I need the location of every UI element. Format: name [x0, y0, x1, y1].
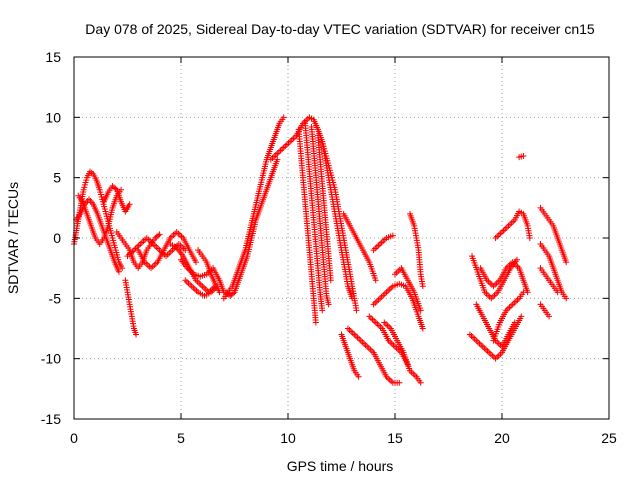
- data-point: [319, 307, 326, 314]
- y-axis-label: SDTVAR / TECUs: [5, 182, 21, 294]
- data-point: [327, 277, 334, 284]
- data-point: [312, 319, 319, 326]
- data-point: [353, 307, 360, 314]
- x-tick-label: 20: [494, 430, 510, 446]
- data-point: [511, 319, 518, 326]
- data-point: [355, 373, 362, 380]
- data-point: [520, 289, 527, 296]
- data-point: [115, 268, 122, 275]
- y-tick-label: 0: [53, 230, 61, 246]
- data-point: [520, 152, 527, 159]
- data-point: [417, 307, 424, 314]
- x-tick-label: 15: [387, 430, 403, 446]
- data-points: [71, 114, 570, 386]
- data-point: [417, 379, 424, 386]
- data-point: [155, 232, 162, 239]
- data-point: [396, 379, 403, 386]
- data-point: [126, 201, 133, 208]
- data-point: [563, 295, 570, 302]
- y-tick-label: 5: [53, 170, 61, 186]
- x-tick-label: 5: [177, 430, 185, 446]
- x-tick-label: 0: [70, 430, 78, 446]
- data-point: [112, 185, 119, 192]
- data-point: [518, 313, 525, 320]
- y-tick-label: 10: [45, 109, 61, 125]
- y-tick-label: -15: [41, 411, 61, 427]
- data-point: [563, 259, 570, 266]
- x-tick-label: 25: [601, 430, 617, 446]
- y-tick-label: -5: [49, 290, 62, 306]
- data-point: [216, 289, 223, 296]
- data-point: [513, 256, 520, 263]
- x-axis-label: GPS time / hours: [287, 458, 394, 474]
- data-point: [389, 232, 396, 239]
- data-point: [230, 290, 237, 297]
- data-point: [325, 301, 332, 308]
- axis-ticks: [73, 56, 610, 420]
- data-point: [372, 277, 379, 284]
- data-point: [274, 156, 281, 163]
- data-point: [419, 283, 426, 290]
- data-point: [419, 325, 426, 332]
- y-tick-label: 15: [45, 49, 61, 65]
- axis-tick-labels: 0 5 10 15 20 25 -15 -10 -5 0 5 10 15: [41, 49, 617, 446]
- x-tick-label: 10: [280, 430, 296, 446]
- data-point: [546, 313, 553, 320]
- data-point: [526, 235, 533, 241]
- y-tick-label: -10: [41, 351, 61, 367]
- data-point: [280, 114, 287, 121]
- data-point: [156, 231, 163, 238]
- data-point: [554, 289, 561, 296]
- chart-title: Day 078 of 2025, Sidereal Day-to-day VTE…: [85, 21, 595, 37]
- data-point: [133, 331, 140, 338]
- data-point: [192, 259, 199, 266]
